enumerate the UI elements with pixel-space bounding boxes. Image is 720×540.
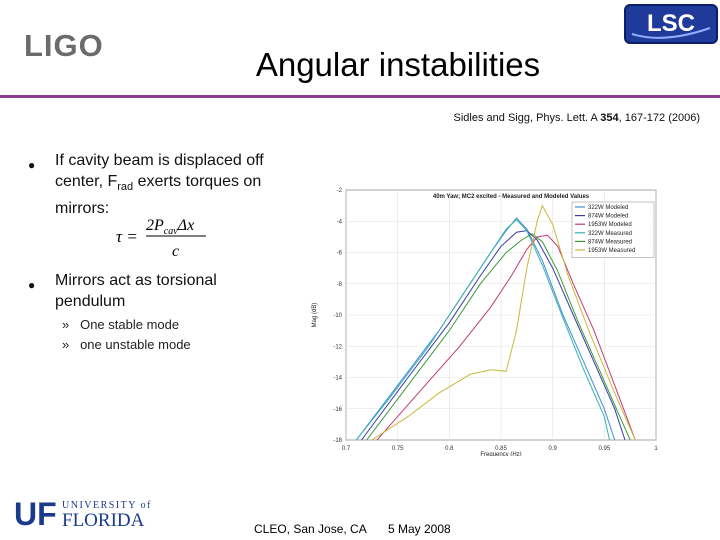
bullet-dot-icon: ● xyxy=(28,278,36,292)
ligo-logo: LIGO xyxy=(24,28,104,62)
sub-bullet-text: One stable mode xyxy=(80,317,180,332)
ligo-logo-text: LIGO xyxy=(24,28,104,62)
sub-bullet-item: » one unstable mode xyxy=(62,337,191,352)
x-tick-label: 0.8 xyxy=(445,446,454,452)
equation-lhs: τ = xyxy=(116,227,138,246)
y-tick-label: -10 xyxy=(333,313,342,319)
uf-logo-letters: UF xyxy=(14,496,57,528)
citation-suffix: , 167-172 (2006) xyxy=(618,112,700,124)
bullet-subscript: rad xyxy=(117,181,134,194)
lsc-logo: LSC xyxy=(624,4,718,44)
x-tick-label: 0.85 xyxy=(495,446,507,452)
x-tick-label: 0.95 xyxy=(598,446,610,452)
y-axis-label: Mag (dB) xyxy=(312,303,318,328)
x-tick-label: 0.9 xyxy=(548,446,557,452)
sub-bullet-text: one unstable mode xyxy=(80,337,191,352)
citation: Sidles and Sigg, Phys. Lett. A 354, 167-… xyxy=(454,112,700,124)
chart-title: 40m Yaw; MC2 excited - Measured and Mode… xyxy=(433,194,590,200)
uf-logo-line1: UNIVERSITY of xyxy=(62,500,152,511)
equation-denominator: c xyxy=(172,243,179,260)
series-line xyxy=(371,204,636,441)
citation-prefix: Sidles and Sigg, Phys. Lett. A xyxy=(453,112,601,124)
legend-entry: 1953W Measured xyxy=(588,248,635,254)
legend-entry: 1953W Modeled xyxy=(588,222,632,228)
title-divider xyxy=(0,95,720,98)
legend-entry: 322W Measured xyxy=(588,231,632,237)
y-tick-label: -4 xyxy=(337,219,343,225)
sub-bullet-marker-icon: » xyxy=(62,337,70,352)
bullet-dot-icon: ● xyxy=(28,158,36,172)
citation-volume: 354 xyxy=(600,112,619,124)
y-tick-label: -14 xyxy=(333,376,342,382)
bullet-text: If cavity beam is displaced off center, … xyxy=(55,152,264,218)
x-tick-label: 0.7 xyxy=(342,446,351,452)
bullet-text: Mirrors act as torsional pendulum xyxy=(55,272,217,310)
series-line xyxy=(366,233,631,441)
x-axis-label: Frequency (Hz) xyxy=(480,452,521,456)
series-line xyxy=(376,234,636,441)
uf-logo: UF UNIVERSITY of FLORIDA xyxy=(14,496,152,528)
legend-entry: 874W Measured xyxy=(588,239,632,245)
series-line xyxy=(355,218,610,441)
y-tick-label: -16 xyxy=(333,407,342,413)
legend-entry: 322W Modeled xyxy=(588,205,628,211)
torque-equation: τ = 2PcavΔx c xyxy=(116,217,206,260)
lsc-logo-text: LSC xyxy=(647,10,695,37)
y-tick-label: -18 xyxy=(333,438,342,444)
legend-entry: 874W Modeled xyxy=(588,214,628,220)
y-tick-label: -6 xyxy=(337,251,343,257)
equation-numerator: 2PcavΔx xyxy=(146,217,194,237)
legend-box xyxy=(571,201,655,258)
slide-title: Angular instabilities xyxy=(255,46,541,83)
uf-logo-line2: FLORIDA xyxy=(62,510,145,528)
y-tick-label: -2 xyxy=(337,188,343,194)
sub-bullet-item: » One stable mode xyxy=(62,317,179,332)
sub-bullet-marker-icon: » xyxy=(62,317,70,332)
y-tick-label: -12 xyxy=(333,344,342,350)
footer-date: 5 May 2008 xyxy=(388,522,451,536)
frequency-response-chart: 0.7 0.75 0.8 0.85 0.9 0.95 1 -2 -4 -6 -8 -10 -12 -14 -… xyxy=(312,188,658,456)
y-tick-label: -8 xyxy=(337,282,343,288)
footer-venue: CLEO, San Jose, CA xyxy=(254,522,367,536)
x-tick-label: 0.75 xyxy=(392,446,404,452)
x-tick-label: 1 xyxy=(654,446,658,452)
